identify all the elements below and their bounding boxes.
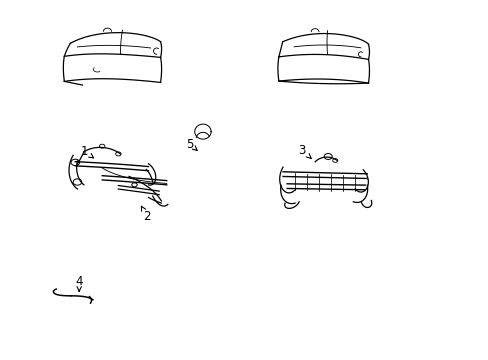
Text: 5: 5	[185, 138, 197, 150]
Text: 4: 4	[75, 275, 83, 291]
Text: 1: 1	[80, 145, 93, 158]
Text: 3: 3	[298, 144, 310, 158]
Text: 2: 2	[141, 206, 150, 222]
